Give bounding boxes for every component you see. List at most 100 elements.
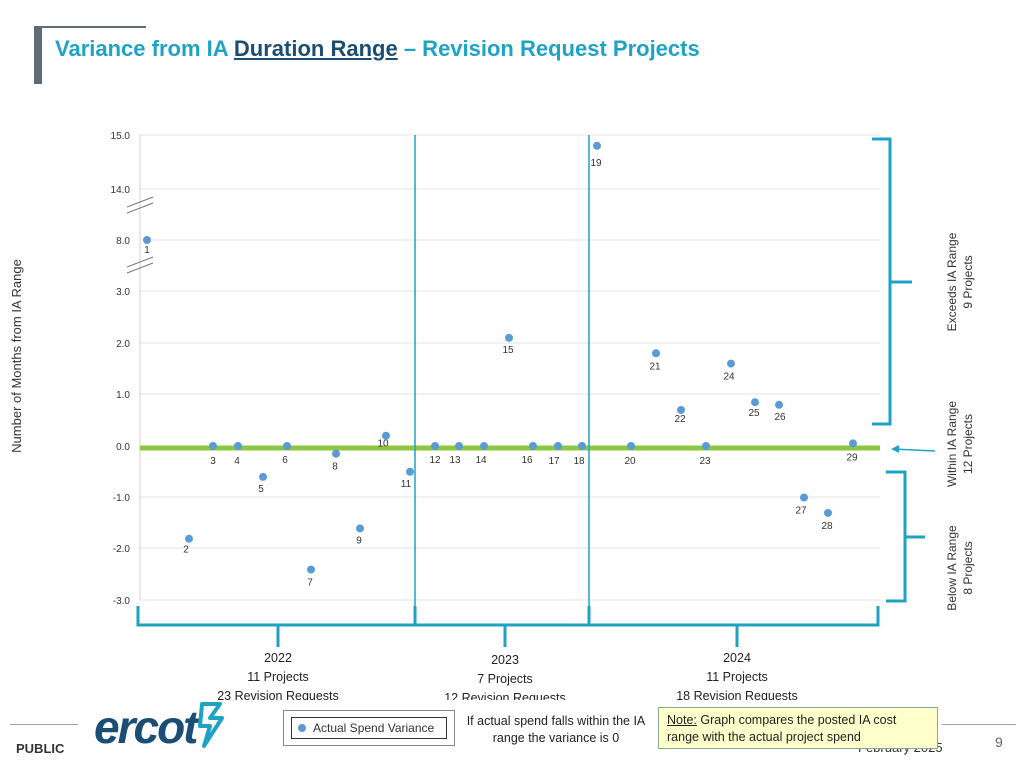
note-label: Note: bbox=[667, 713, 697, 727]
year-label: 2024 bbox=[723, 651, 751, 665]
lightning-icon bbox=[198, 702, 224, 748]
data-label: 20 bbox=[624, 456, 636, 467]
data-point bbox=[143, 236, 151, 244]
title-accent-bar bbox=[34, 26, 42, 84]
title-accent-rule bbox=[34, 26, 146, 28]
y-tick-label: 15.0 bbox=[111, 131, 131, 142]
legend-marker-icon bbox=[298, 724, 306, 732]
y-tick-label: 1.0 bbox=[116, 390, 130, 401]
title-pre: Variance from IA bbox=[55, 36, 234, 61]
data-point bbox=[593, 141, 601, 150]
data-label: 12 bbox=[429, 455, 441, 466]
axis-break-mark bbox=[126, 262, 154, 274]
data-point bbox=[185, 534, 193, 543]
data-label: 10 bbox=[377, 439, 389, 450]
data-point bbox=[283, 442, 291, 450]
variance-chart: 15.0 14.0 8.0 3.0 2.0 1.0 0.0 -1.0 -2.0 -3.0 Numbe… bbox=[9, 131, 975, 700]
range-count: 8 Projects bbox=[961, 541, 975, 594]
data-label: 3 bbox=[210, 456, 216, 467]
year-bracket bbox=[136, 606, 417, 627]
within-arrow bbox=[892, 448, 936, 452]
data-point bbox=[824, 508, 832, 517]
ercot-logo: ercot bbox=[94, 701, 198, 753]
year-bracket bbox=[587, 606, 880, 627]
data-label: 9 bbox=[356, 535, 362, 546]
data-point bbox=[800, 493, 808, 502]
exceeds-bracket bbox=[872, 137, 892, 426]
data-label: 26 bbox=[774, 412, 786, 423]
year-label: 2023 bbox=[491, 653, 519, 667]
data-label: 17 bbox=[548, 456, 560, 467]
year-requests: 18 Revision Requests bbox=[676, 689, 798, 700]
data-point bbox=[406, 467, 414, 476]
data-point bbox=[455, 442, 463, 450]
note-box: Note: Graph compares the posted IA cost … bbox=[658, 707, 938, 749]
title-post: – Revision Request Projects bbox=[397, 36, 700, 61]
data-label: 13 bbox=[449, 455, 461, 466]
year-projects: 11 Projects bbox=[706, 670, 768, 684]
data-label: 28 bbox=[821, 521, 833, 532]
data-label: 16 bbox=[521, 455, 533, 466]
data-point bbox=[382, 431, 390, 440]
data-label: 22 bbox=[674, 414, 686, 425]
data-label: 27 bbox=[795, 506, 807, 517]
y-tick-label: 3.0 bbox=[116, 287, 130, 298]
data-label: 29 bbox=[846, 452, 858, 463]
data-point bbox=[480, 442, 488, 450]
title-underlined: Duration Range bbox=[233, 36, 398, 61]
axis-break-mark bbox=[126, 256, 154, 268]
data-point bbox=[702, 442, 710, 450]
data-label: 25 bbox=[748, 408, 760, 419]
data-point bbox=[259, 472, 267, 481]
data-point bbox=[505, 333, 513, 342]
within-arrow-head bbox=[891, 445, 899, 453]
data-point bbox=[727, 359, 735, 368]
y-tick-label: 0.0 bbox=[116, 442, 130, 453]
y-tick-label: 2.0 bbox=[116, 339, 130, 350]
note-text: Graph compares the posted IA cost range … bbox=[667, 713, 897, 744]
y-axis-label: Number of Months from IA Range bbox=[9, 259, 24, 453]
range-count: 12 Projects bbox=[961, 414, 975, 474]
y-tick-label: -1.0 bbox=[113, 493, 131, 504]
data-label: 4 bbox=[234, 456, 240, 467]
data-label: 7 bbox=[307, 578, 313, 589]
data-point bbox=[356, 524, 364, 533]
below-bracket bbox=[886, 470, 907, 603]
footer-rule-left bbox=[10, 724, 78, 725]
data-label: 11 bbox=[401, 479, 412, 490]
data-label: 19 bbox=[590, 158, 602, 169]
data-point bbox=[307, 565, 315, 574]
legend: Actual Spend Variance bbox=[283, 710, 455, 746]
axis-break-mark bbox=[126, 196, 154, 208]
data-label: 23 bbox=[699, 456, 711, 467]
data-point bbox=[529, 442, 537, 450]
year-requests: 23 Revision Requests bbox=[217, 689, 339, 700]
data-label: 15 bbox=[502, 345, 514, 356]
footer-rule-right bbox=[942, 724, 1016, 725]
data-point bbox=[578, 442, 586, 450]
data-label: 24 bbox=[723, 372, 735, 383]
data-label: 18 bbox=[573, 456, 585, 467]
data-label: 6 bbox=[282, 455, 288, 466]
y-tick-label: 8.0 bbox=[116, 236, 130, 247]
data-label: 2 bbox=[183, 545, 189, 556]
page-number: 9 bbox=[995, 734, 1003, 750]
data-point bbox=[554, 442, 562, 450]
year-bracket bbox=[413, 606, 591, 627]
range-label: Within IA Range bbox=[945, 401, 959, 487]
legend-label: Actual Spend Variance bbox=[313, 721, 435, 735]
y-tick-label: -3.0 bbox=[113, 596, 131, 607]
data-point bbox=[332, 449, 340, 458]
range-count: 9 Projects bbox=[961, 255, 975, 308]
data-label: 8 bbox=[332, 462, 338, 473]
data-point bbox=[652, 349, 660, 358]
year-projects: 7 Projects bbox=[477, 672, 533, 686]
y-tick-label: 14.0 bbox=[111, 185, 131, 196]
data-point bbox=[849, 439, 857, 448]
data-label: 5 bbox=[258, 484, 264, 495]
public-label: PUBLIC bbox=[16, 741, 65, 756]
range-label: Below IA Range bbox=[945, 525, 959, 611]
data-point bbox=[751, 398, 759, 407]
data-point bbox=[431, 442, 439, 450]
data-point bbox=[209, 442, 217, 450]
